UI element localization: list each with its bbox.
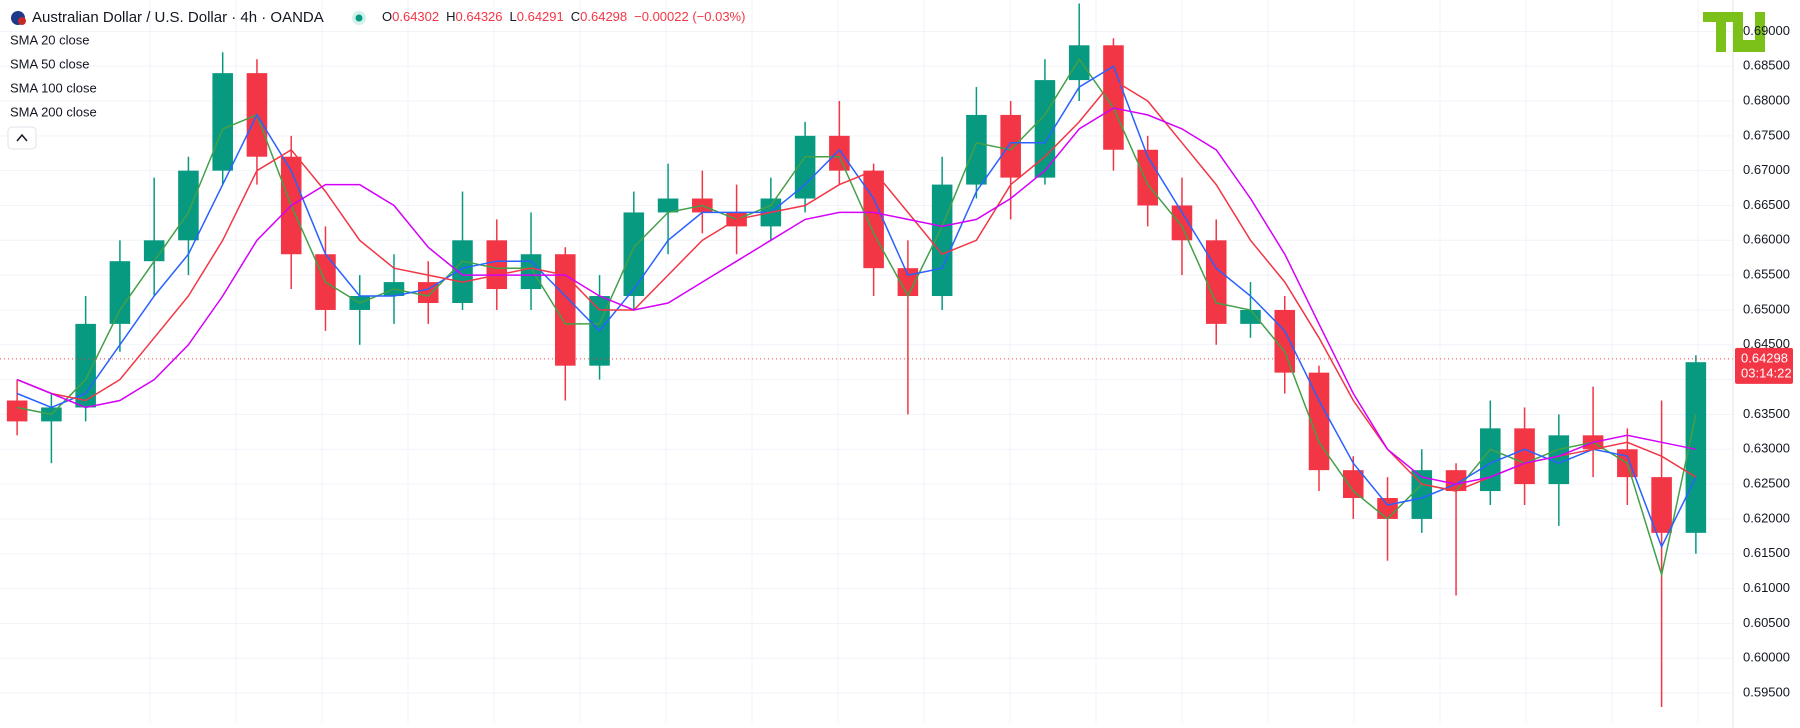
countdown-label: 03:14:22: [1741, 365, 1792, 380]
ohlc-value: 0.64302: [392, 9, 439, 24]
candle-body: [1274, 309, 1296, 373]
sma-line: [16, 107, 1697, 485]
last-price-label: 0.64298: [1741, 350, 1788, 365]
logo-part: [1716, 12, 1726, 52]
y-tick-label: 0.66500: [1743, 197, 1790, 212]
collapse-icon: [16, 133, 28, 142]
y-tick-label: 0.60500: [1743, 615, 1790, 630]
last-price-tag: [1735, 347, 1793, 384]
candle-body: [212, 73, 233, 171]
candle-body: [794, 135, 816, 199]
y-tick-label: 0.67000: [1743, 162, 1790, 177]
legend-entry: SMA 50 close: [10, 56, 90, 71]
candle-body: [1651, 477, 1672, 533]
y-tick-label: 0.59500: [1743, 684, 1790, 699]
ohlc-value: 0.64298: [580, 9, 627, 24]
y-tick-label: 0.62500: [1743, 476, 1790, 491]
candle-body: [1171, 205, 1193, 241]
candle-body: [178, 170, 199, 241]
ohlc-readout: O0.64302 H0.64326 L0.64291 C0.64298 −0.00022…: [382, 9, 745, 24]
y-tick-label: 0.63000: [1743, 441, 1790, 456]
y-tick-label: 0.68000: [1743, 92, 1790, 107]
symbol-icon: [18, 17, 26, 25]
candle-body: [452, 240, 473, 303]
y-tick-label: 0.66000: [1743, 232, 1790, 247]
y-tick-label: 0.64500: [1743, 336, 1790, 351]
candle-body: [657, 198, 679, 213]
candle-body: [1034, 80, 1056, 178]
candle-body: [486, 240, 508, 290]
legend: SMA 20 close SMA 50 close SMA 100 close SMA…: [10, 32, 97, 119]
ohlc-value: 0.64291: [517, 9, 564, 24]
candle-body: [1103, 45, 1124, 150]
candle-body: [1205, 240, 1227, 324]
y-tick-label: 0.61500: [1743, 545, 1790, 560]
logo-part: [1733, 12, 1765, 52]
grid: [0, 0, 1733, 723]
candle-body: [966, 114, 987, 185]
candle-body: [1342, 470, 1364, 499]
status-dot: [355, 14, 363, 22]
change: −0.00022 (−0.03%): [634, 9, 745, 24]
legend-entry: SMA 100 close: [10, 80, 97, 95]
y-tick-label: 0.60000: [1743, 650, 1790, 665]
y-tick-label: 0.68500: [1743, 58, 1790, 73]
candle-body: [1240, 309, 1261, 324]
sma-line: [16, 65, 1697, 549]
sma-line: [16, 57, 1697, 578]
candle-body: [417, 282, 439, 303]
ohlc-label: L: [510, 9, 517, 24]
legend-entry: SMA 20 close: [10, 32, 90, 47]
candle-body: [1411, 470, 1433, 519]
ohlc-label: O: [382, 9, 392, 24]
candle-body: [1000, 114, 1021, 178]
y-tick-label: 0.65500: [1743, 267, 1790, 282]
candle-body: [1685, 362, 1707, 533]
chart-title: Australian Dollar / U.S. Dollar · 4h · O…: [32, 9, 324, 26]
plot: [0, 3, 1733, 707]
y-tick-label: 0.62000: [1743, 510, 1790, 525]
candle-body: [897, 268, 919, 297]
collapse-button[interactable]: [7, 126, 37, 150]
y-tick-label: 0.65000: [1743, 301, 1790, 316]
sma-line: [16, 79, 1697, 492]
candle-body: [1377, 498, 1398, 519]
candle-body: [143, 240, 165, 262]
candle-body: [1514, 428, 1535, 485]
ohlc-value: 0.64326: [456, 9, 503, 24]
candle-body: [6, 400, 28, 422]
y-tick-label: 0.69000: [1743, 23, 1790, 38]
y-tick-label: 0.67500: [1743, 127, 1790, 142]
candle-body: [520, 254, 542, 290]
logo: [1703, 12, 1765, 52]
y-tick-label: 0.61000: [1743, 580, 1790, 595]
candle-body: [555, 254, 576, 366]
ohlc-label: H: [446, 9, 455, 24]
candle-body: [863, 170, 884, 269]
ohlc-label: C: [571, 9, 580, 24]
y-tick-label: 0.63500: [1743, 406, 1790, 421]
candle-body: [1068, 45, 1090, 81]
candle-body: [109, 261, 131, 324]
candle-body: [1308, 372, 1330, 471]
legend-entry: SMA 200 close: [10, 104, 97, 119]
candle-body: [829, 135, 850, 171]
candle-body: [623, 212, 645, 297]
